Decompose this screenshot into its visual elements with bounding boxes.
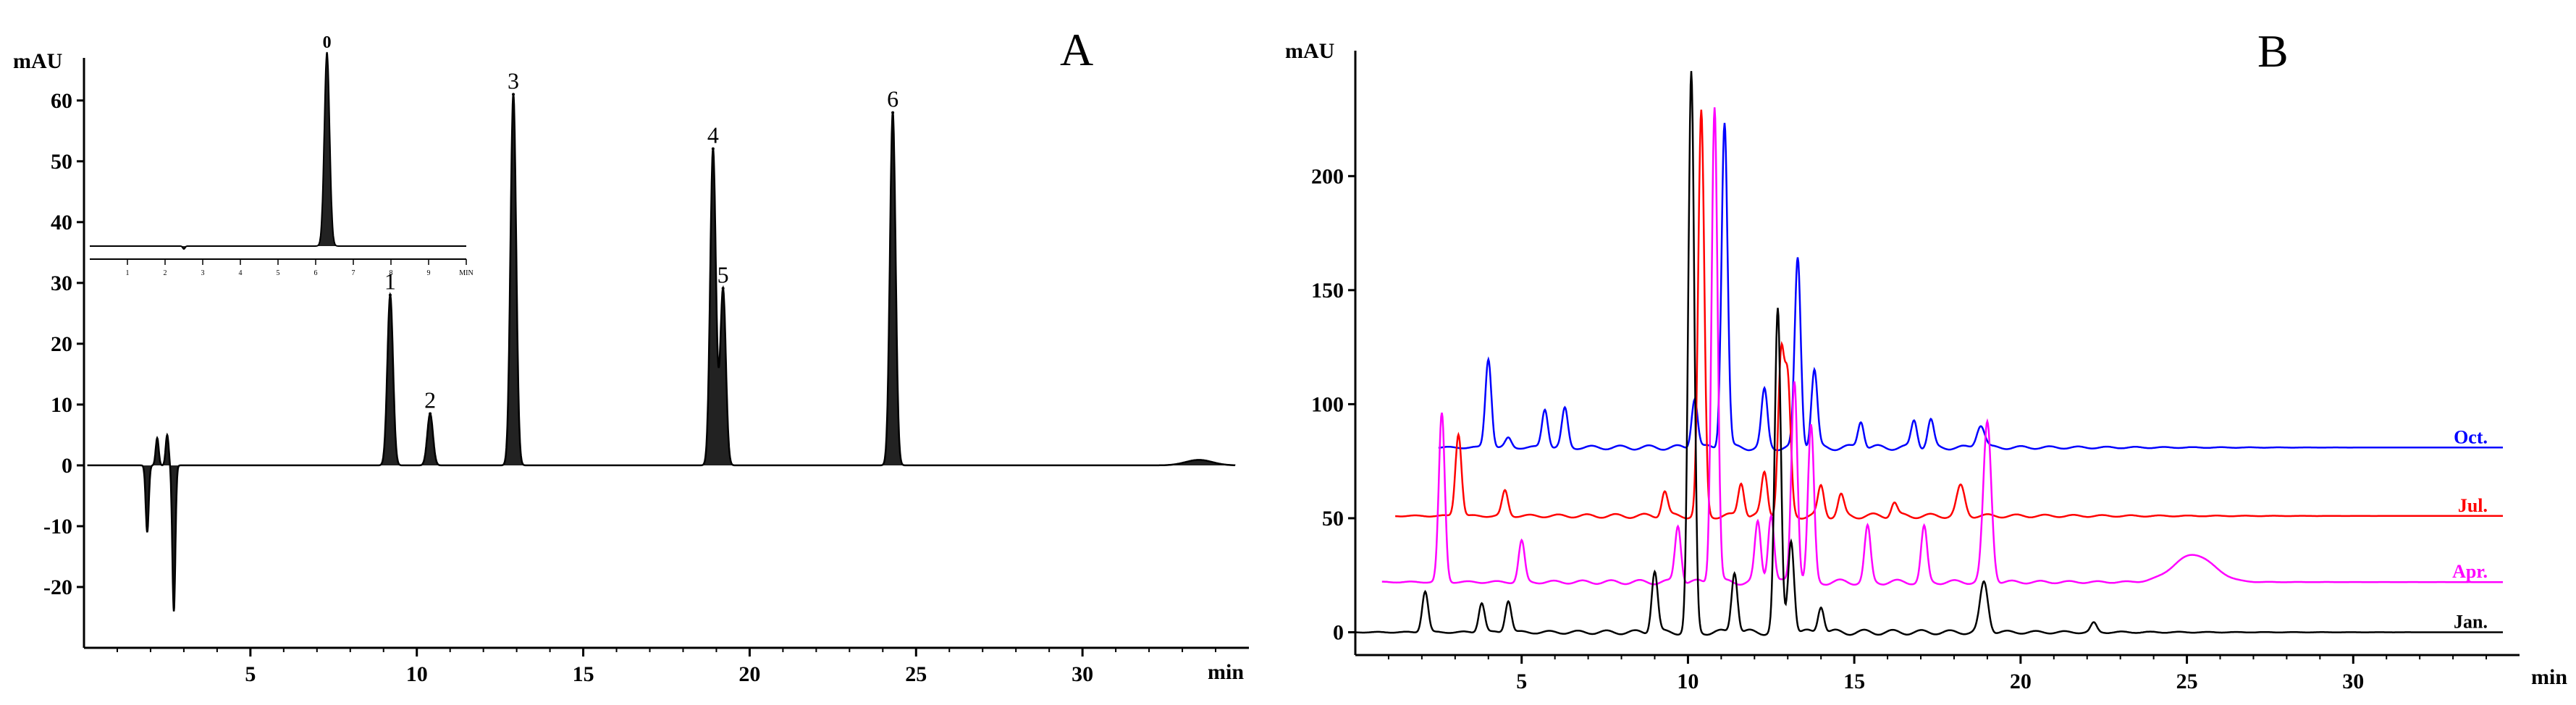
- panel-a-inset: 0 1 2 3 4 5 6 7 8 9 MIN: [90, 33, 473, 277]
- panel-a-peak-label: 6: [887, 86, 898, 112]
- x-tick-label: 5: [245, 662, 256, 686]
- y-tick-label: 50: [51, 150, 72, 174]
- panel-b-trace-oct: [1438, 122, 2503, 452]
- inset-x-ticks: 1 2 3 4 5 6 7 8 9 MIN: [126, 259, 473, 277]
- panel-a-peak-apex: [512, 93, 515, 96]
- panel-a-trace-layer: [87, 94, 1236, 612]
- y-tick-label: 60: [51, 89, 72, 113]
- inset-tick-label: 8: [390, 269, 393, 277]
- inset-tick-label: MIN: [459, 269, 473, 277]
- inset-tick-label: 3: [201, 269, 205, 277]
- inset-peak-fill: [90, 52, 466, 249]
- y-tick-label: 40: [51, 211, 72, 235]
- panel-a-letter: A: [1060, 24, 1093, 75]
- series-label-jul: Jul.: [2458, 495, 2488, 516]
- y-tick-label: 0: [62, 454, 72, 478]
- panel-a-peak-label: 4: [707, 122, 719, 148]
- y-tick-label: 150: [1311, 279, 1344, 303]
- panel-b-y-unit: mAU: [1285, 39, 1334, 63]
- panel-a-peak-apex: [429, 412, 432, 415]
- y-tick-label: 100: [1311, 392, 1344, 416]
- panel-a-peak-apex: [891, 111, 895, 114]
- x-tick-label: 15: [573, 662, 594, 686]
- panel-a-peak-label: 1: [384, 269, 396, 295]
- inset-tick-label: 4: [239, 269, 243, 277]
- panel-a-peak-fill: [87, 94, 1236, 612]
- inset-tick-label: 6: [314, 269, 318, 277]
- x-tick-label: 25: [905, 662, 927, 686]
- panel-a-y-unit: mAU: [13, 49, 62, 73]
- inset-peak-label: 0: [323, 33, 332, 52]
- inset-tick-label: 2: [164, 269, 167, 277]
- panel-b-x-unit: min: [2531, 665, 2567, 689]
- y-tick-label: 50: [1322, 507, 1344, 531]
- y-tick-label: -20: [43, 575, 72, 599]
- x-tick-label: 15: [1843, 670, 1865, 693]
- panel-a-peak-apex: [721, 287, 725, 290]
- y-tick-label: 200: [1311, 164, 1344, 188]
- panel-b-trace-layer: [1355, 71, 2503, 636]
- panel-a-x-ticks: 5 10 15 20 25 30: [116, 648, 1217, 686]
- panel-b-trace-jul: [1394, 109, 2503, 520]
- series-label-apr: Apr.: [2452, 561, 2488, 582]
- inset-tick-label: 9: [427, 269, 431, 277]
- panel-b-series-labels: Oct. Jul. Apr. Jan.: [2452, 426, 2488, 632]
- panel-a-y-ticks: -20 -10 0 10 20 30 40 50 60: [43, 89, 84, 599]
- inset-trace: 0: [90, 33, 466, 250]
- panel-b-y-ticks: 0 50 100 150 200: [1311, 164, 1355, 644]
- panel-a-peak-labels: 1 2 3 4 5 6: [384, 67, 898, 415]
- y-tick-label: 30: [51, 271, 72, 295]
- x-tick-label: 20: [738, 662, 760, 686]
- panel-a-peak-label: 5: [717, 261, 729, 287]
- inset-tick-label: 5: [277, 269, 280, 277]
- inset-line: [90, 51, 466, 250]
- y-tick-label: 20: [51, 332, 72, 356]
- panel-a-peak-label: 3: [508, 67, 519, 93]
- panel-a-peak-apex: [711, 147, 715, 151]
- panel-b-x-ticks: 5 10 15 20 25 30: [1387, 655, 2488, 693]
- panel-b-trace-jan: [1355, 71, 2503, 636]
- x-tick-label: 10: [406, 662, 428, 686]
- x-tick-label: 20: [2010, 670, 2032, 693]
- panel-a-peak-label: 2: [424, 387, 436, 413]
- inset-tick-label: 1: [126, 269, 130, 277]
- panel-a-peak-apex: [388, 293, 392, 297]
- x-tick-label: 30: [2342, 670, 2364, 693]
- inset-tick-label: 7: [352, 269, 355, 277]
- panel-b-trace-apr: [1381, 107, 2503, 586]
- panel-a-x-unit: min: [1208, 660, 1244, 684]
- y-tick-label: -10: [43, 515, 72, 539]
- x-tick-label: 30: [1072, 662, 1093, 686]
- panel-a-trace: [87, 94, 1236, 612]
- x-tick-label: 25: [2176, 670, 2198, 693]
- y-tick-label: 10: [51, 393, 72, 417]
- x-tick-label: 5: [1516, 670, 1527, 693]
- y-tick-label: 0: [1333, 620, 1344, 644]
- x-tick-label: 10: [1677, 670, 1699, 693]
- panel-b: 0 50 100 150 200 5 10 15 20 25 30 Oct. Jul. Apr. Jan…: [1285, 25, 2567, 693]
- panel-b-letter: B: [2257, 25, 2289, 77]
- series-label-jan: Jan.: [2454, 611, 2488, 632]
- series-label-oct: Oct.: [2454, 426, 2488, 447]
